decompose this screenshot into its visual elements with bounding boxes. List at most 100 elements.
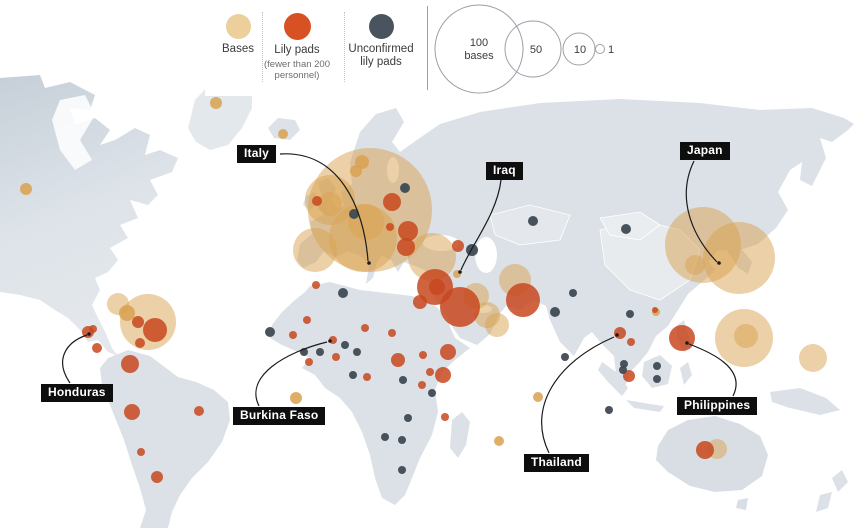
unconfirmed-lily-pad-marker (466, 244, 478, 256)
base-marker (293, 228, 337, 272)
base-marker (533, 392, 543, 402)
base-markers-layer (20, 97, 827, 483)
connector-endpoint (328, 339, 332, 343)
base-marker (494, 436, 504, 446)
landmass-southeast-asia-islands (598, 320, 840, 415)
landmass-madagascar (450, 412, 470, 458)
lily-pad-marker (143, 318, 167, 342)
legend-item-bases: Bases (211, 14, 265, 56)
connector-endpoint (685, 341, 689, 345)
legend-separator (262, 12, 263, 82)
legend-item-lily-pads: Lily pads (fewer than 200 personnel) (261, 13, 333, 81)
base-marker (408, 233, 456, 281)
lily-pad-marker (305, 358, 313, 366)
lily-pad-marker (391, 353, 405, 367)
base-marker (734, 324, 758, 348)
unconfirmed-lily-pad-marker (349, 209, 359, 219)
landmass-eurasia (297, 99, 854, 390)
base-marker (318, 192, 342, 216)
connector-line-philippines (688, 343, 737, 397)
lily-pad-marker (441, 413, 449, 421)
base-marker (703, 222, 775, 294)
lily-pad-marker (361, 324, 369, 332)
connector-endpoint (717, 261, 721, 265)
lily-pad-marker (137, 448, 145, 456)
base-marker (119, 305, 135, 321)
size-scale-label: 100 bases (464, 37, 494, 62)
lily-pad-marker (435, 367, 451, 383)
lily-pad-marker (151, 471, 163, 483)
connector-line-italy (279, 153, 369, 262)
connector-endpoint (615, 333, 619, 337)
unconfirmed-lily-pad-marker (569, 289, 577, 297)
lily-pad-marker (398, 221, 418, 241)
lily-pad-marker (89, 325, 97, 333)
lily-pad-marker (386, 223, 394, 231)
caspian-sea (475, 237, 497, 273)
unconfirmed-lily-pad-marker (338, 288, 348, 298)
landmass-iceland (268, 118, 300, 140)
unconfirmed-lily-pad-marker (605, 406, 613, 414)
connector-line-honduras (62, 334, 88, 384)
connector-line-thailand (541, 336, 615, 454)
map-label-japan: Japan (680, 142, 730, 160)
size-scale-circle (504, 20, 562, 78)
map-label-burkina-faso: Burkina Faso (233, 407, 326, 425)
lily-pad-marker (363, 373, 371, 381)
lily-pad-marker (418, 381, 426, 389)
lily-pad-marker (312, 281, 320, 289)
base-marker (355, 155, 369, 169)
lily-pad-marker (440, 287, 480, 327)
landmass-new-zealand (816, 470, 848, 512)
size-scale-legend: 100 bases 50 10 1 (434, 4, 614, 94)
lily-pad-marker (194, 406, 204, 416)
unconfirmed-lily-pad-marker (550, 307, 560, 317)
map-label-philippines: Philippines (677, 397, 758, 415)
map-label-honduras: Honduras (41, 384, 113, 402)
unconfirmed-lily-pad-marker (428, 389, 436, 397)
map-label-iraq: Iraq (486, 162, 523, 180)
legend-item-unconfirmed: Unconfirmed lily pads (345, 14, 417, 69)
lily-pad-marker (397, 238, 415, 256)
map-label-thailand: Thailand (524, 454, 589, 472)
lily-pad-marker (440, 344, 456, 360)
unconfirmed-lily-pad-marker (653, 375, 661, 383)
connector-endpoint (87, 332, 91, 336)
unconfirmed-lily-pad-marker (381, 433, 389, 441)
unconfirmed-lily-pad-marker (619, 366, 627, 374)
unconfirmed-swatch-icon (368, 14, 394, 39)
base-marker (20, 183, 32, 195)
legend-label-bases: Bases (222, 43, 254, 55)
unconfirmed-lily-pad-marker (341, 341, 349, 349)
unconfirmed-lily-pad-marker (353, 348, 361, 356)
base-marker (799, 344, 827, 372)
legend-separator (344, 12, 345, 82)
lily-pad-marker (696, 441, 714, 459)
base-marker (485, 313, 509, 337)
landmass-africa (270, 282, 470, 505)
lily-pad-marker (413, 295, 427, 309)
connector-line-burkina-faso (255, 341, 328, 407)
lily-pads-swatch-icon (283, 13, 311, 40)
unconfirmed-lily-pad-marker (316, 348, 324, 356)
bases-swatch-icon (225, 14, 251, 39)
hudson-bay (52, 95, 95, 170)
lily-pad-marker (303, 316, 311, 324)
lily-pad-marker (121, 355, 139, 373)
map-legend: Bases Lily pads (fewer than 200 personne… (205, 0, 640, 96)
size-scale-label: 1 (608, 44, 614, 56)
legend-label-unconfirmed: Unconfirmed lily pads (348, 43, 414, 68)
landmass-north-america (0, 75, 178, 356)
lily-pad-marker (623, 370, 635, 382)
lily-pad-marker (132, 316, 144, 328)
unconfirmed-lily-pad-marker (404, 414, 412, 422)
base-marker (350, 165, 362, 177)
lily-pad-marker (92, 343, 102, 353)
legend-separator-solid (427, 6, 428, 90)
base-marker (290, 392, 302, 404)
landmass-australia (656, 416, 768, 510)
base-marker (278, 129, 288, 139)
lily-pad-marker (426, 368, 434, 376)
